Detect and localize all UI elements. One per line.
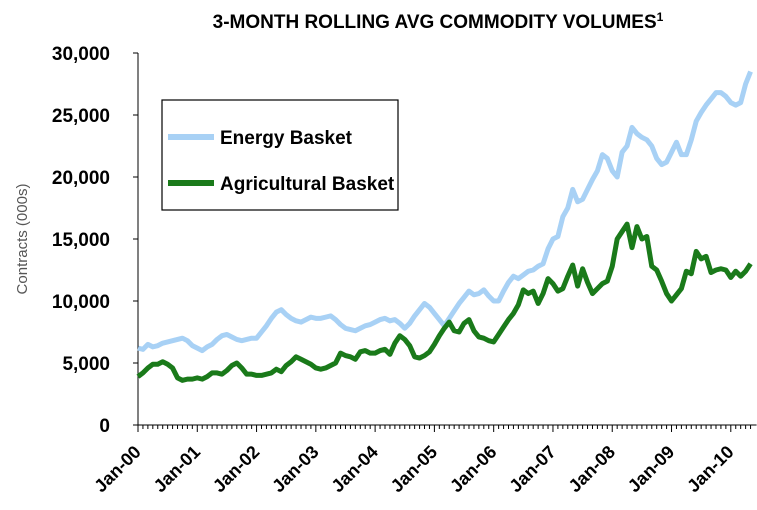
x-tick-label: Jan-05 xyxy=(387,442,441,496)
legend-label: Agricultural Basket xyxy=(220,174,395,195)
x-tick-label: Jan-00 xyxy=(90,442,144,496)
title-main: 3-MONTH ROLLING AVG COMMODITY VOLUMES xyxy=(213,12,657,33)
x-tick-label: Jan-01 xyxy=(150,442,204,496)
x-tick-label: Jan-09 xyxy=(624,442,678,496)
y-tick-label: 20,000 xyxy=(52,168,110,189)
y-tick-label: 10,000 xyxy=(52,292,110,313)
x-tick-label: Jan-07 xyxy=(505,442,559,496)
chart-title: 3-MONTH ROLLING AVG COMMODITY VOLUMES1 xyxy=(213,10,664,33)
x-tick-label: Jan-03 xyxy=(268,442,322,496)
title-superscript: 1 xyxy=(657,10,664,24)
legend-label: Energy Basket xyxy=(220,128,353,149)
y-tick-label: 30,000 xyxy=(52,44,110,65)
x-tick-label: Jan-06 xyxy=(446,442,500,496)
x-tick-label: Jan-04 xyxy=(327,442,381,496)
x-tick-label: Jan-02 xyxy=(209,442,263,496)
y-tick-label: 5,000 xyxy=(62,354,110,375)
y-axis-label: Contracts (000s) xyxy=(14,184,31,295)
y-tick-label: 0 xyxy=(99,416,110,437)
y-tick-label: 15,000 xyxy=(52,230,110,251)
x-tick-label: Jan-10 xyxy=(683,442,737,496)
y-tick-label: 25,000 xyxy=(52,106,110,127)
x-tick-label: Jan-08 xyxy=(565,442,619,496)
legend-box xyxy=(161,99,399,211)
data-line xyxy=(136,221,753,383)
